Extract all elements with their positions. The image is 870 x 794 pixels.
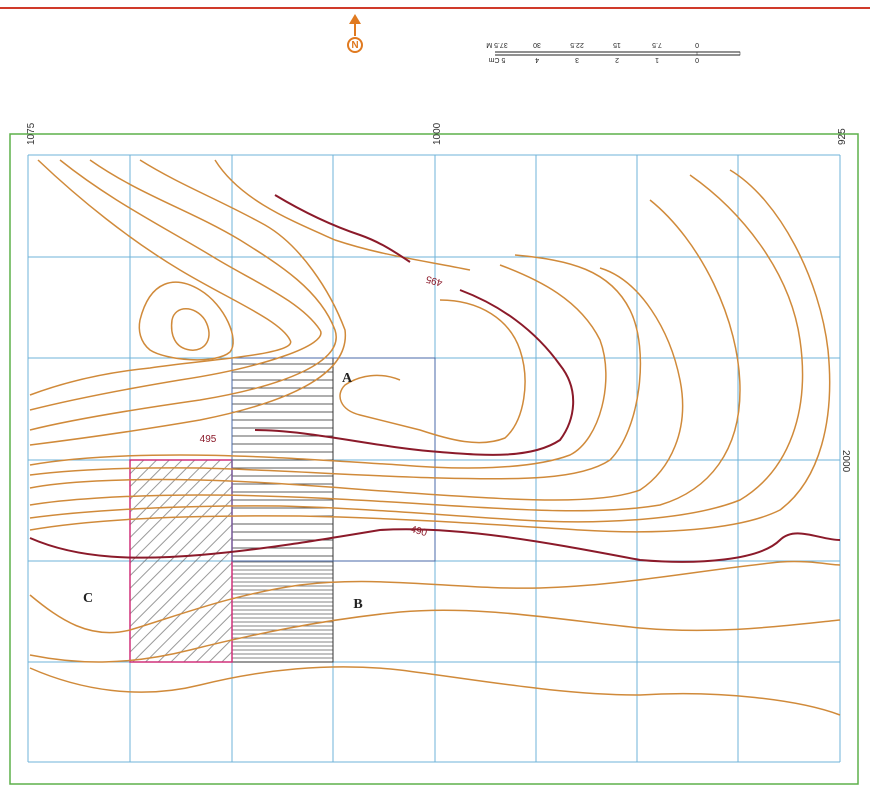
frame [9, 133, 859, 785]
scale-meter-label: 22.5 [570, 41, 584, 48]
hatched-areas [129, 357, 436, 663]
grid-x-label: 925 [837, 128, 848, 145]
area-label: B [353, 597, 362, 612]
area-label: A [342, 371, 353, 386]
grid [27, 154, 841, 763]
contour-label: 490 [409, 524, 428, 539]
scale-meter-label: 7.5 [652, 41, 662, 48]
grid-x-label: 1000 [432, 122, 443, 145]
scale-meter-label: 15 [613, 41, 621, 48]
north-arrow: N [347, 14, 363, 53]
scale-unit-label: 0 [695, 56, 699, 63]
scale-unit-label: 2 [615, 56, 619, 63]
scale-meter-label: 30 [533, 41, 541, 48]
scale-unit-label: 5 Cm [488, 56, 505, 63]
scale-meter-label: 0 [695, 41, 699, 48]
grid-x-label: 1075 [26, 122, 37, 145]
scale-unit-label: 1 [655, 56, 659, 63]
scale-bar: 0 7.5 15 22.5 30 37.5 M 0 1 2 3 4 5 Cm [486, 41, 741, 63]
scale-unit-label: 4 [535, 56, 539, 63]
grid-y-label: 2000 [840, 450, 851, 473]
contour-label: 495 [424, 273, 443, 288]
scale-meter-label: 37.5 M [486, 41, 508, 48]
contours [29, 159, 841, 716]
north-label: N [351, 38, 358, 49]
area-label: C [83, 591, 93, 606]
contour-label: 495 [200, 434, 217, 445]
scale-unit-label: 3 [575, 56, 579, 63]
